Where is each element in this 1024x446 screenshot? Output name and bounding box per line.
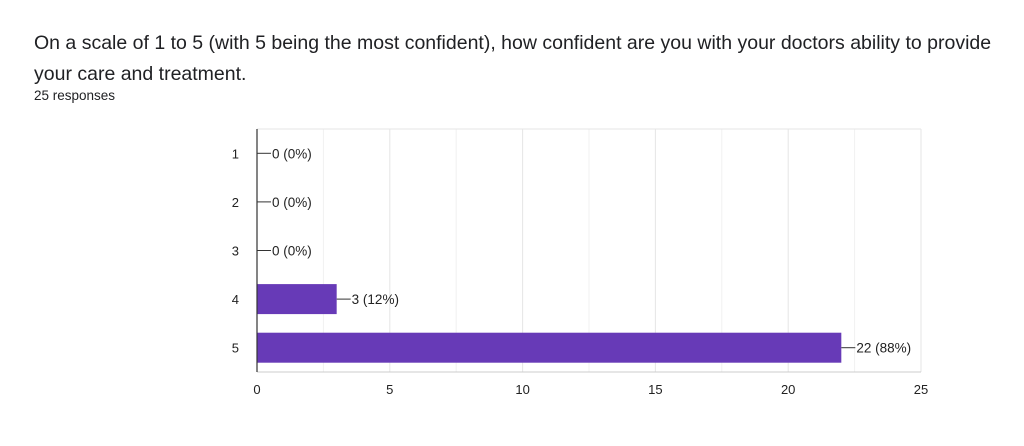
response-count: 25 responses (34, 88, 116, 103)
x-tick-label-3: 15 (648, 382, 662, 397)
bar-5 (257, 332, 842, 363)
data-label-2: 0 (0%) (272, 195, 312, 210)
y-tick-label-4: 4 (232, 292, 239, 307)
y-tick-label-1: 1 (232, 146, 239, 161)
bar-4 (257, 284, 337, 315)
x-tick-label-5: 25 (914, 382, 928, 397)
y-tick-label-3: 3 (232, 244, 239, 259)
data-label-1: 0 (0%) (272, 146, 312, 161)
data-label-5: 22 (88%) (856, 341, 911, 356)
question-title: On a scale of 1 to 5 (with 5 being the m… (34, 32, 992, 85)
data-label-3: 0 (0%) (272, 244, 312, 259)
y-tick-label-5: 5 (232, 341, 239, 356)
x-tick-label-2: 10 (515, 382, 529, 397)
y-tick-label-2: 2 (232, 195, 239, 210)
data-label-4: 3 (12%) (352, 292, 399, 307)
x-tick-label-4: 20 (781, 382, 795, 397)
x-tick-label-1: 5 (386, 382, 393, 397)
x-tick-label-0: 0 (253, 382, 260, 397)
